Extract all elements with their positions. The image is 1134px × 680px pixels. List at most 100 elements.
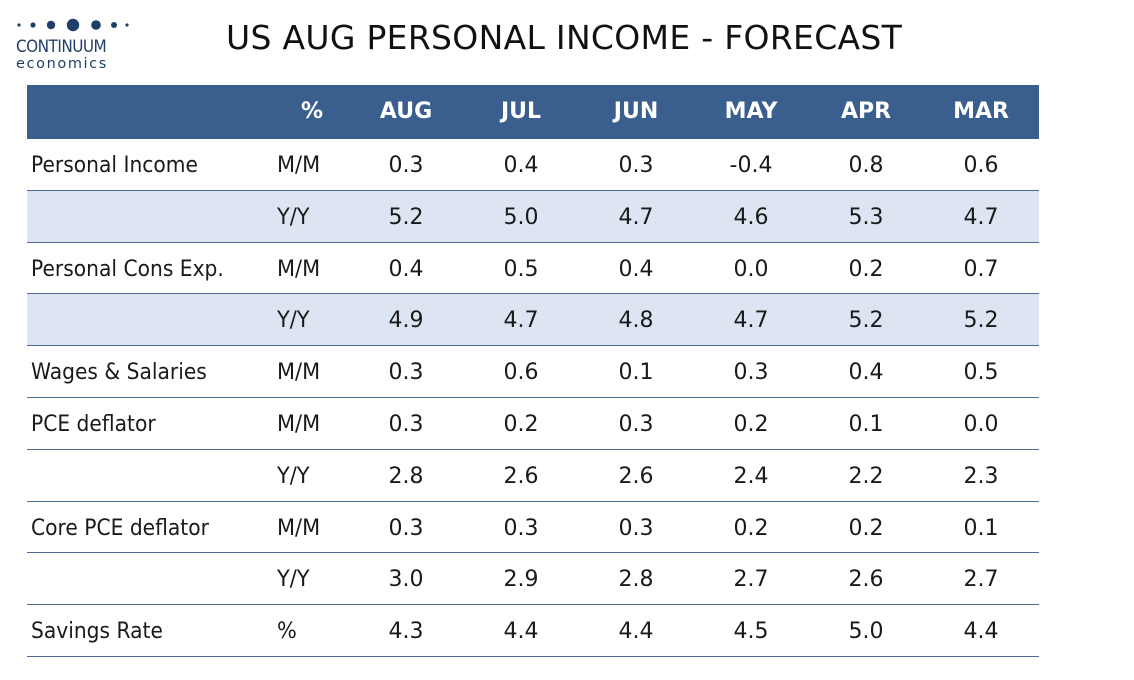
table-body: Personal Income M/M 0.3 0.4 0.3 -0.4 0.8 0.6 Y/Y… — [27, 139, 1039, 657]
row-label: Personal Income — [31, 153, 198, 178]
column-header-jun: JUN — [613, 99, 659, 124]
table-row: Y/Y 3.0 2.9 2.8 2.7 2.6 2.7 — [27, 553, 1039, 606]
forecast-table: % AUG JUL JUN MAY APR MAR Personal Income M/M 0.… — [27, 85, 1039, 657]
table-row: PCE deflator M/M 0.3 0.2 0.3 0.2 0.1 0.0 — [27, 398, 1039, 450]
value-cell-aug: 0.3 — [388, 360, 424, 386]
row-unit: Y/Y — [277, 567, 310, 593]
value-cell-may: 2.7 — [733, 567, 769, 593]
value-cell-aug: 4.3 — [388, 619, 424, 645]
value-cell-apr: 0.2 — [848, 515, 884, 541]
value-cell-jun: 4.4 — [618, 619, 654, 645]
value-cell-jul: 2.9 — [503, 567, 539, 593]
row-label — [31, 294, 252, 345]
row-label: Savings Rate — [31, 619, 163, 645]
value-cell-apr: 0.2 — [848, 256, 884, 282]
value-cell-jul: 0.6 — [503, 360, 539, 386]
row-unit: M/M — [277, 411, 321, 437]
column-header-mar: MAR — [953, 99, 1009, 124]
value-cell-may: 2.4 — [733, 463, 769, 489]
value-cell-jun: 0.3 — [618, 153, 654, 178]
logo-name: CONTINUUM — [16, 37, 107, 57]
value-cell-aug: 0.3 — [388, 411, 424, 437]
value-cell-jul: 0.2 — [503, 411, 539, 437]
value-cell-mar: 5.2 — [963, 308, 999, 334]
value-cell-may: -0.4 — [729, 153, 773, 178]
value-cell-jul: 0.4 — [503, 153, 539, 178]
value-cell-mar: 0.7 — [963, 256, 999, 282]
row-unit: Y/Y — [277, 308, 310, 334]
table-row: Y/Y 2.8 2.6 2.6 2.4 2.2 2.3 — [27, 450, 1039, 502]
table-row: Personal Cons Exp. M/M 0.4 0.5 0.4 0.0 0.2 0.7 — [27, 243, 1039, 295]
value-cell-apr: 0.8 — [848, 153, 884, 178]
row-label — [31, 191, 252, 242]
value-cell-may: 4.5 — [733, 619, 769, 645]
table-header-row: % AUG JUL JUN MAY APR MAR — [27, 85, 1039, 139]
row-label: Core PCE deflator — [31, 515, 209, 541]
value-cell-jun: 4.7 — [618, 204, 654, 230]
value-cell-may: 4.6 — [733, 204, 769, 230]
value-cell-mar: 2.3 — [963, 463, 999, 489]
row-label: Personal Cons Exp. — [31, 256, 224, 282]
row-unit: M/M — [277, 256, 321, 282]
value-cell-aug: 5.2 — [388, 204, 424, 230]
column-header-aug: AUG — [379, 99, 433, 124]
row-label: Wages & Salaries — [31, 360, 207, 386]
table-row: Wages & Salaries M/M 0.3 0.6 0.1 0.3 0.4 0.5 — [27, 346, 1039, 398]
value-cell-aug: 0.3 — [388, 153, 424, 178]
row-unit: M/M — [277, 360, 321, 386]
value-cell-jun: 4.8 — [618, 308, 654, 334]
value-cell-jun: 0.3 — [618, 515, 654, 541]
row-label — [31, 450, 252, 501]
value-cell-apr: 5.2 — [848, 308, 884, 334]
value-cell-aug: 4.9 — [388, 308, 424, 334]
value-cell-jul: 0.3 — [503, 515, 539, 541]
value-cell-mar: 2.7 — [963, 567, 999, 593]
value-cell-apr: 0.1 — [848, 411, 884, 437]
row-unit: M/M — [277, 153, 321, 178]
value-cell-aug: 0.4 — [388, 256, 424, 282]
value-cell-may: 0.2 — [733, 411, 769, 437]
value-cell-mar: 0.5 — [963, 360, 999, 386]
value-cell-jul: 4.4 — [503, 619, 539, 645]
value-cell-jul: 4.7 — [503, 308, 539, 334]
logo-subtitle: economics — [16, 56, 108, 72]
value-cell-may: 0.3 — [733, 360, 769, 386]
row-unit: % — [277, 619, 297, 645]
value-cell-apr: 5.3 — [848, 204, 884, 230]
table-row: Y/Y 4.9 4.7 4.8 4.7 5.2 5.2 — [27, 294, 1039, 347]
value-cell-jun: 0.3 — [618, 411, 654, 437]
value-cell-apr: 0.4 — [848, 360, 884, 386]
table-row: Savings Rate% 4.3 4.4 4.4 4.5 5.0 4.4 — [27, 605, 1039, 657]
row-unit: Y/Y — [277, 463, 310, 489]
table-row: Core PCE deflator M/M 0.3 0.3 0.3 0.2 0.2 0.1 — [27, 502, 1039, 554]
value-cell-aug: 0.3 — [388, 515, 424, 541]
value-cell-jul: 2.6 — [503, 463, 539, 489]
table-row: Personal Income M/M 0.3 0.4 0.3 -0.4 0.8 0.6 — [27, 139, 1039, 191]
value-cell-mar: 4.4 — [963, 619, 999, 645]
column-header-unit: % — [300, 99, 324, 124]
value-cell-jun: 2.8 — [618, 567, 654, 593]
value-cell-may: 4.7 — [733, 308, 769, 334]
row-unit: M/M — [277, 515, 321, 541]
value-cell-aug: 3.0 — [388, 567, 424, 593]
value-cell-apr: 2.2 — [848, 463, 884, 489]
value-cell-jun: 0.1 — [618, 360, 654, 386]
value-cell-may: 0.2 — [733, 515, 769, 541]
value-cell-mar: 0.1 — [963, 515, 999, 541]
table-row: Y/Y 5.2 5.0 4.7 4.6 5.3 4.7 — [27, 190, 1039, 243]
logo-dots-icon — [17, 18, 129, 32]
continuum-economics-logo: CONTINUUM economics — [14, 14, 134, 74]
value-cell-jul: 5.0 — [503, 204, 539, 230]
page-title: US AUG PERSONAL INCOME - FORECAST — [226, 18, 903, 57]
value-cell-mar: 0.0 — [963, 411, 999, 437]
row-label — [31, 553, 252, 604]
value-cell-may: 0.0 — [733, 256, 769, 282]
column-header-jul: JUL — [500, 99, 542, 124]
value-cell-mar: 0.6 — [963, 153, 999, 178]
value-cell-mar: 4.7 — [963, 204, 999, 230]
value-cell-jun: 2.6 — [618, 463, 654, 489]
value-cell-apr: 5.0 — [848, 619, 884, 645]
row-unit: Y/Y — [277, 204, 310, 230]
value-cell-aug: 2.8 — [388, 463, 424, 489]
value-cell-jul: 0.5 — [503, 256, 539, 282]
